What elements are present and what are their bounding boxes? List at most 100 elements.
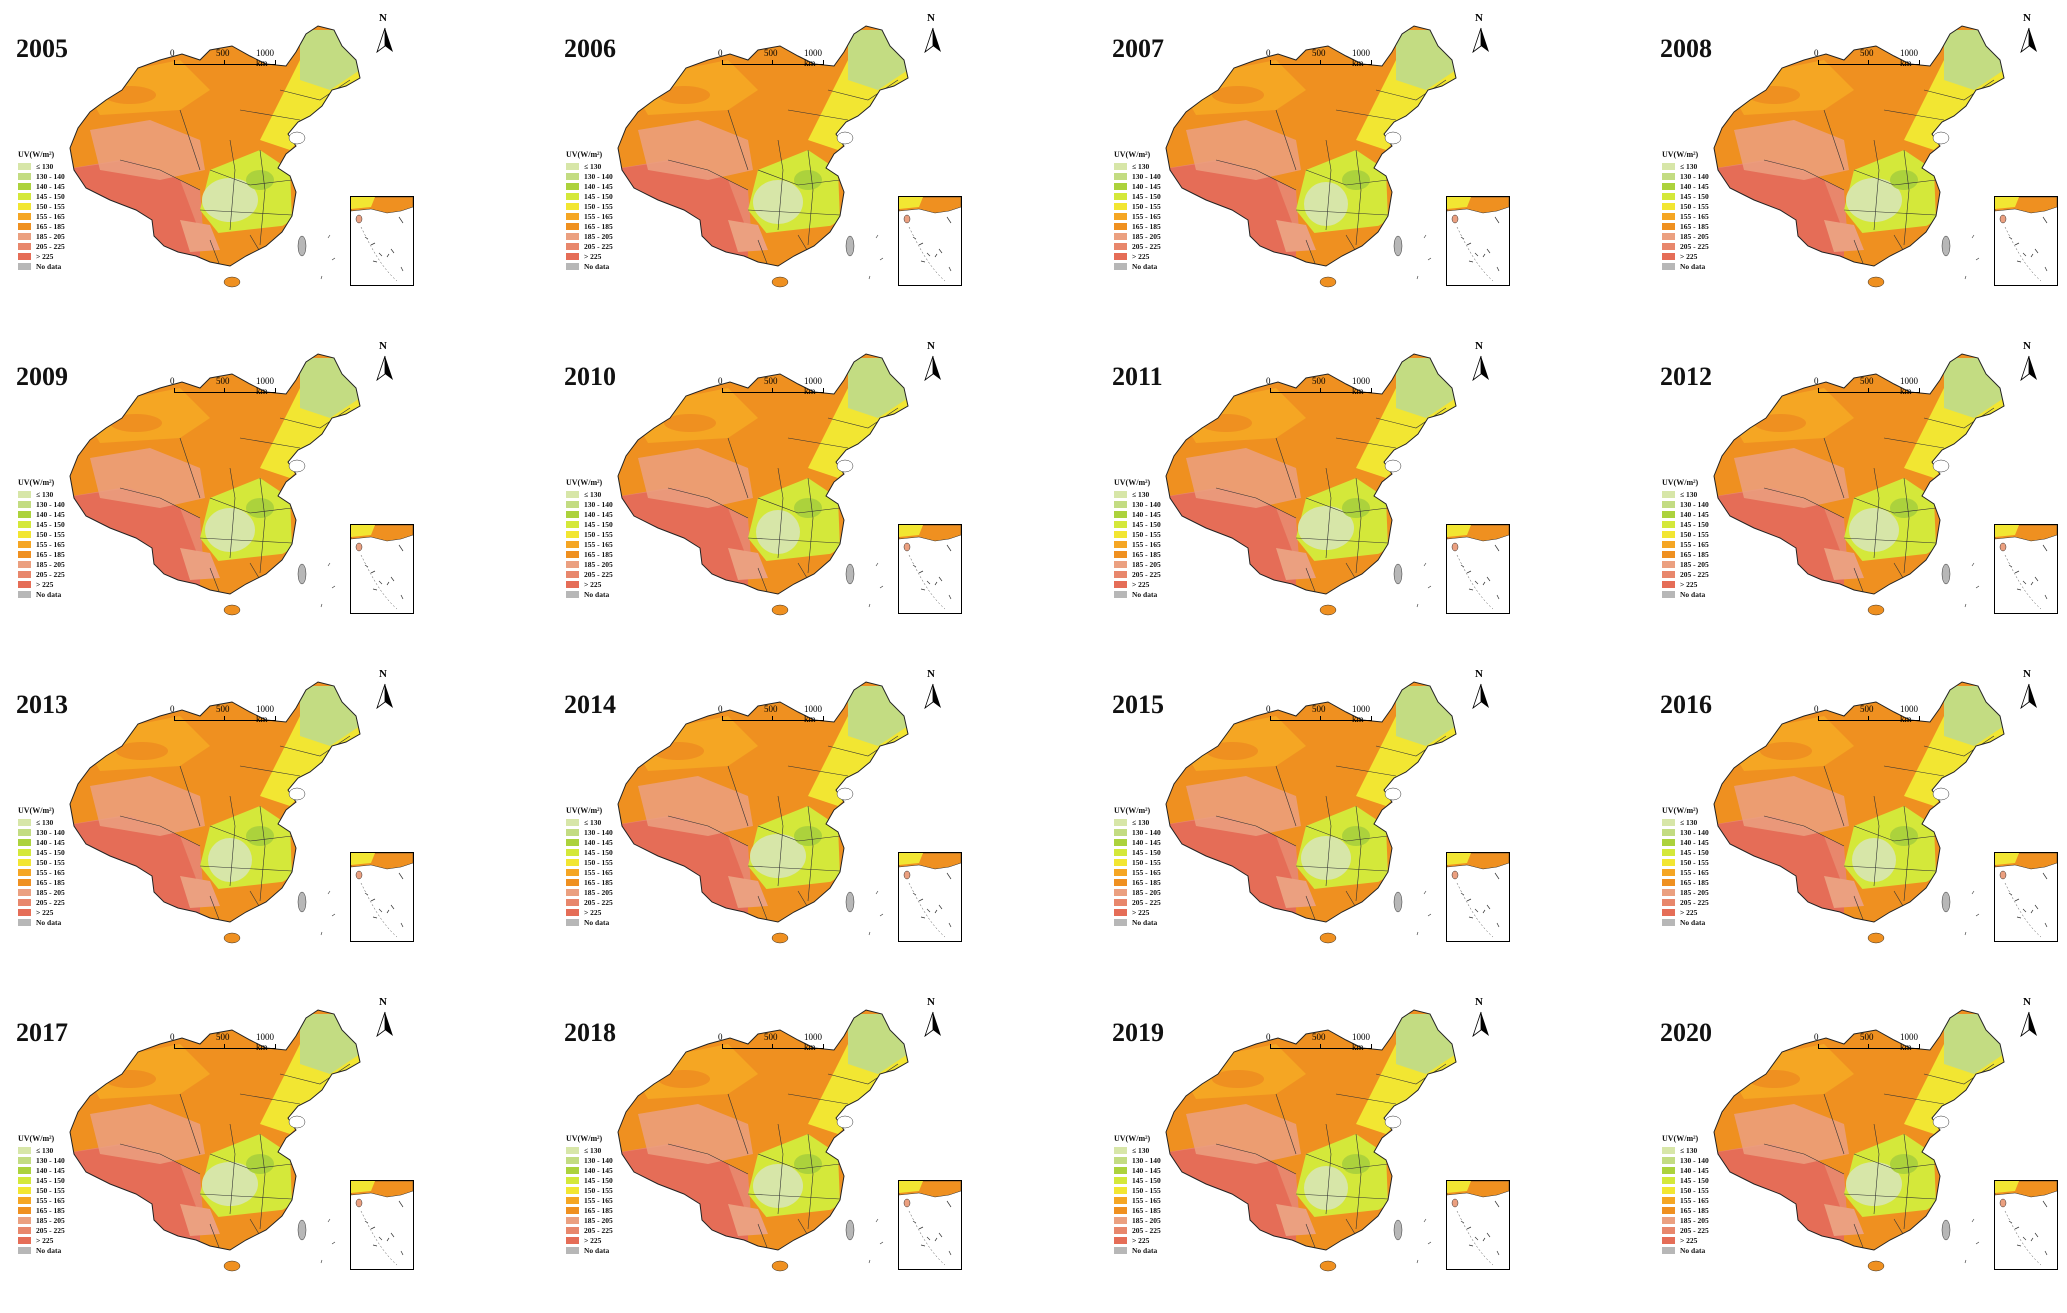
legend-swatch [1662,182,1675,190]
legend-title: UV(W/m²) [18,150,55,159]
legend-item: 155 - 165 [1662,539,1709,549]
scale-label: 1000 km [1352,376,1370,396]
legend-item: 155 - 165 [18,867,65,877]
legend-swatch [18,1166,31,1174]
year-label: 2017 [16,1018,68,1047]
legend-swatch [18,540,31,548]
scale-bar: 0 500 1000 km [1814,1032,1924,1052]
scale-label: 500 [764,376,778,386]
legend-item: > 225 [1662,1235,1709,1245]
legend-item: > 225 [566,251,613,261]
legend-item: 145 - 150 [1114,847,1161,857]
scale-label: 500 [1860,48,1874,58]
legend-item: 185 - 205 [18,231,65,241]
scale-label: 0 [1266,704,1271,714]
legend-label: ≤ 130 [1680,817,1698,827]
scale-label: 1000 km [1352,704,1370,724]
legend-item: 140 - 145 [1114,1165,1161,1175]
legend-item: ≤ 130 [1114,817,1161,827]
legend-swatch [1662,918,1675,926]
legend-swatch [566,1176,579,1184]
uv-legend: UV(W/m²) ≤ 130 130 - 140 140 - 145 145 - 150… [18,806,65,927]
legend-swatch [1114,868,1127,876]
south-china-sea-inset [1446,524,1510,614]
legend-swatch [18,1246,31,1254]
legend-swatch [1662,540,1675,548]
scale-label: 500 [1860,704,1874,714]
legend-item: > 225 [18,251,65,261]
legend-title: UV(W/m²) [1662,478,1699,487]
north-arrow-icon: N [918,996,948,1042]
legend-label: 150 - 155 [584,529,613,539]
legend-item: 205 - 225 [566,897,613,907]
legend-swatch [1114,1156,1127,1164]
legend-swatch [1662,828,1675,836]
scale-label: 0 [1814,48,1819,58]
north-arrow-icon: N [918,340,948,386]
legend-label: 155 - 165 [584,211,613,221]
legend-label: > 225 [1680,907,1698,917]
legend-swatch [1662,908,1675,916]
scale-label: 1000 km [1900,704,1918,724]
legend-item: 140 - 145 [1662,1165,1709,1175]
scale-bar: 0 500 1000 km [1814,704,1924,724]
legend-item: ≤ 130 [1662,817,1709,827]
legend-swatch [18,590,31,598]
map-panel-2005: 2005 0 500 1000 km N UV(W/m²) ≤ 130 130 - 140 14… [0,0,516,324]
legend-item: 155 - 165 [1114,867,1161,877]
legend-swatch [1662,500,1675,508]
legend-item: 155 - 165 [1662,1195,1709,1205]
legend-item: > 225 [1662,907,1709,917]
south-china-sea-inset [898,196,962,286]
legend-label: 155 - 165 [1680,1195,1709,1205]
legend-label: 205 - 225 [584,897,613,907]
legend-item: No data [18,261,65,271]
legend-swatch [1662,1236,1675,1244]
legend-item: 150 - 155 [1662,1185,1709,1195]
legend-swatch [1114,1226,1127,1234]
legend-swatch [1114,490,1127,498]
legend-label: ≤ 130 [1680,161,1698,171]
legend-label: > 225 [1680,1235,1698,1245]
legend-label: 205 - 225 [1132,569,1161,579]
scale-label: 1000 km [1900,48,1918,68]
uv-legend: UV(W/m²) ≤ 130 130 - 140 140 - 145 145 - 150… [1114,1134,1161,1255]
legend-swatch [18,1236,31,1244]
south-china-sea-inset [1994,852,2058,942]
legend-item: > 225 [1114,579,1161,589]
legend-swatch [566,1246,579,1254]
legend-swatch [566,1186,579,1194]
legend-swatch [1114,918,1127,926]
legend-swatch [1662,192,1675,200]
legend-label: ≤ 130 [1132,161,1150,171]
legend-item: 150 - 155 [1662,529,1709,539]
legend-label: 185 - 205 [1132,1215,1161,1225]
legend-swatch [566,232,579,240]
legend-swatch [18,550,31,558]
year-label: 2016 [1660,690,1712,719]
legend-item: > 225 [1114,251,1161,261]
map-panel-2019: 2019 0 500 1000 km N UV(W/m²) ≤ 130 130 - 140 14… [1096,984,1612,1308]
legend-title: UV(W/m²) [1114,150,1151,159]
legend-swatch [18,878,31,886]
legend-item: 205 - 225 [18,897,65,907]
map-panel-2011: 2011 0 500 1000 km N UV(W/m²) ≤ 130 130 - 140 14… [1096,328,1612,652]
legend-swatch [566,1166,579,1174]
scale-label: 0 [170,1032,175,1042]
legend-swatch [1662,212,1675,220]
legend-label: 205 - 225 [1680,897,1709,907]
legend-item: 205 - 225 [566,1225,613,1235]
legend-label: 185 - 205 [584,1215,613,1225]
legend-label: No data [1680,589,1706,599]
legend-swatch [1662,232,1675,240]
legend-label: 140 - 145 [1680,837,1709,847]
legend-swatch [566,888,579,896]
legend-swatch [1662,1166,1675,1174]
legend-item: 165 - 185 [566,1205,613,1215]
legend-label: 155 - 165 [1132,539,1161,549]
legend-item: 150 - 155 [1114,1185,1161,1195]
north-arrow-icon: N [1466,340,1496,386]
legend-item: > 225 [1662,579,1709,589]
legend-label: ≤ 130 [584,817,602,827]
legend-swatch [18,858,31,866]
